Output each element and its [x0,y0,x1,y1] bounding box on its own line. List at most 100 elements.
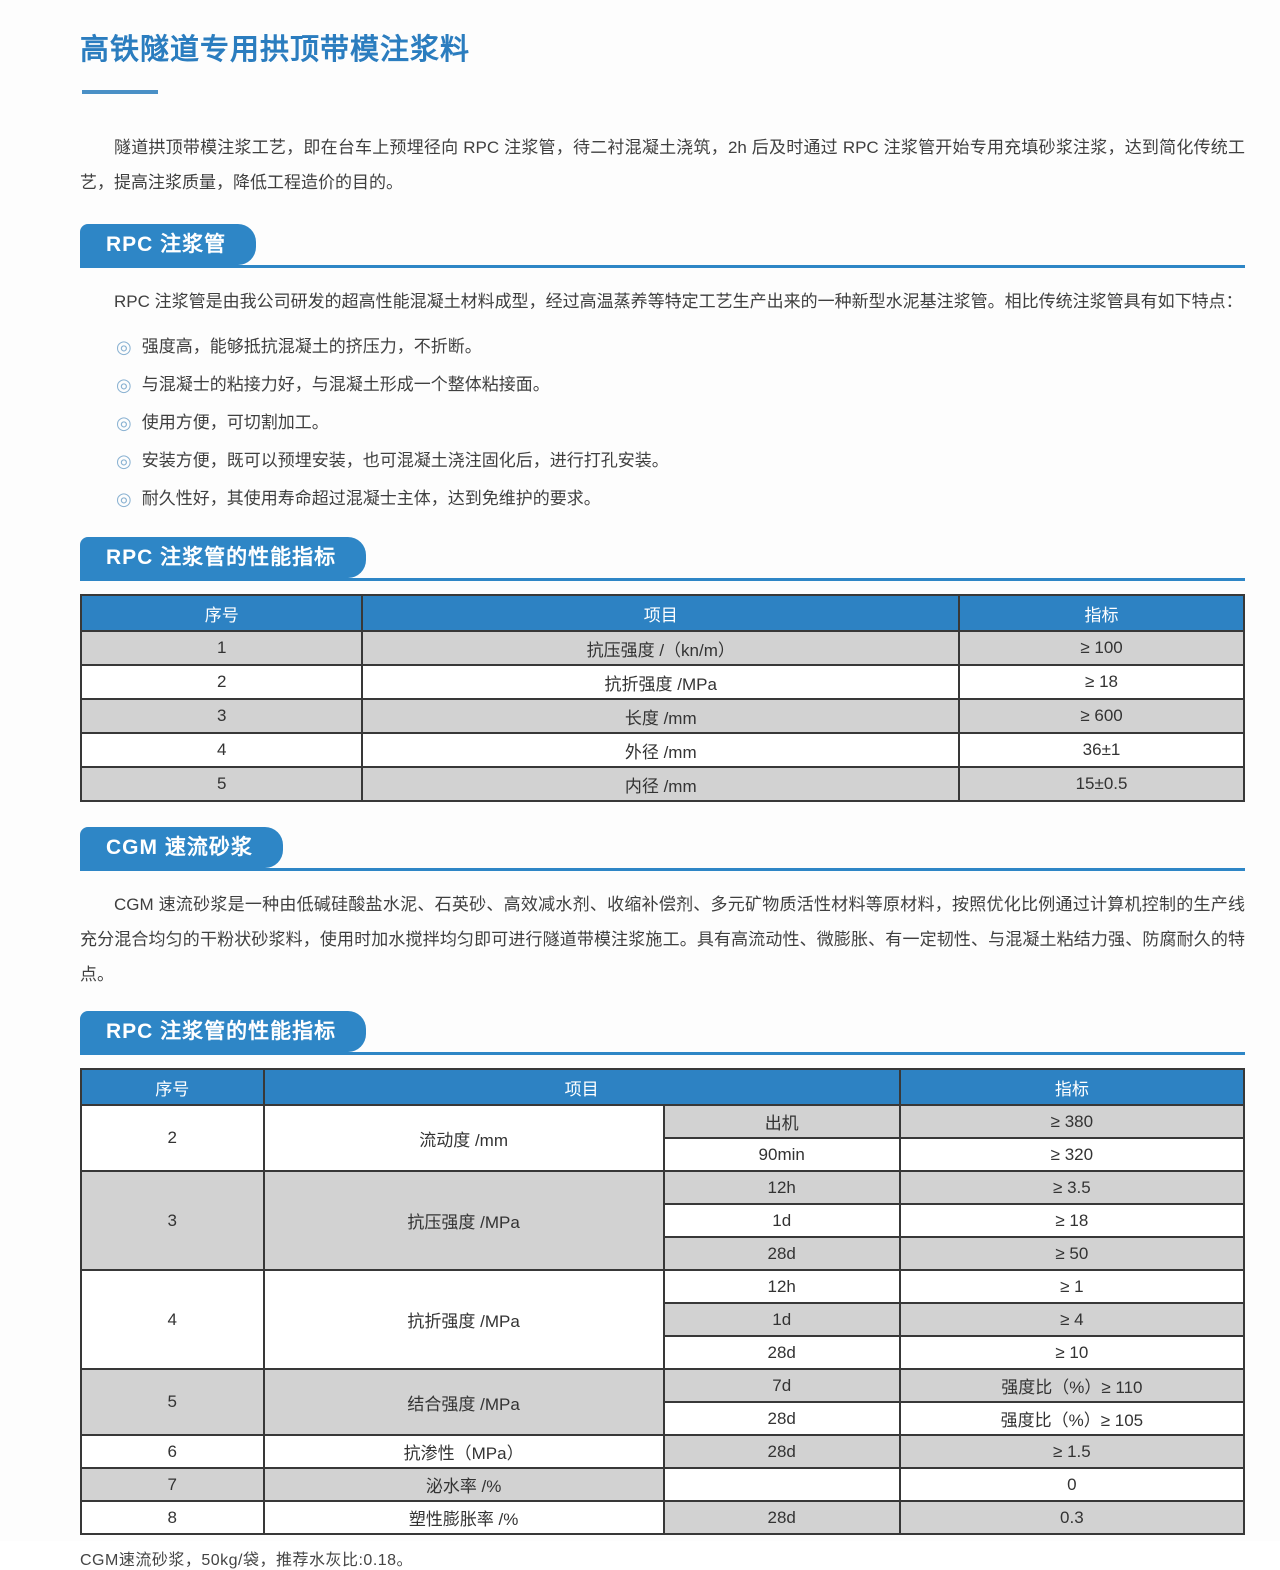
table-cell: 长度 /mm [361,698,961,734]
intro-paragraph: 隧道拱顶带模注浆工艺，即在台车上预埋径向 RPC 注浆管，待二衬混凝土浇筑，2h… [80,138,1245,192]
table-row: 7 泌水率 /% 0 [80,1467,1246,1502]
table-cell: ≥ 320 [898,1137,1246,1172]
table-cell: ≥ 100 [958,630,1245,666]
feature-text: 强度高，能够抵抗混凝土的挤压力，不折断。 [141,337,482,356]
table-row: 8 塑性膨胀率 /% 28d 0.3 [80,1500,1246,1535]
table-cell: 90min [662,1137,901,1172]
table-cell: 出机 [662,1104,901,1139]
table-header-cell: 序号 [79,594,364,632]
table-cell: 结合强度 /MPa [262,1368,665,1436]
table-cell: 2 [80,1104,265,1172]
table-cell: 4 [80,1269,265,1370]
table-row: 3 抗压强度 /MPa 12h ≥ 3.5 [80,1170,1246,1271]
section-header-rpc-pipe: RPC 注浆管 [80,224,1245,268]
table-cell: 28d [662,1401,901,1436]
table-row: 1d ≥ 18 [81,1203,1246,1238]
table-row: 4 抗折强度 /MPa 12h ≥ 1 [80,1269,1246,1370]
table-cell: 抗渗性（MPa） [262,1434,665,1469]
table-cell: 5 [79,766,364,802]
table-cell: 外径 /mm [361,732,961,768]
table-cell: 1 [79,630,364,666]
rpc-pipe-paragraph: RPC 注浆管是由我公司研发的超高性能混凝土材料成型，经过高温蒸养等特定工艺生产… [114,292,1243,311]
table-cell: ≥ 600 [958,698,1245,734]
table-cell: 28d [662,1236,901,1271]
table-row: 5 结合强度 /MPa 7d 强度比（%）≥ 110 [80,1368,1246,1436]
footnote: CGM速流砂浆，50kg/袋，推荐水灰比:0.18。 [80,1552,414,1569]
rpc-pipe-performance-table: 序号 项目 指标 1 抗压强度 /（kn/m） ≥ 100 2 抗折强度 /MPa ≥ 18 3 长… [79,594,1245,802]
table-row: 90min ≥ 320 [81,1137,1246,1172]
table-header-cell: 项目 [361,594,961,632]
table-cell: ≥ 10 [898,1335,1246,1370]
table-header-cell: 指标 [958,594,1245,632]
table-header-row: 序号 项目 指标 [79,594,1245,632]
cgm-mortar-performance-table: 序号 项目 指标 2 流动度 /mm 出机 ≥ 380 90min ≥ 320 3 抗压强度 /MP… [80,1068,1246,1535]
feature-list-item: ◎ 与混凝士的粘接力好，与混凝土形成一个整体粘接面。 [116,373,1245,397]
feature-list-item: ◎ 耐久性好，其使用寿命超过混凝士主体，达到免维护的要求。 [116,487,1245,511]
table-cell: 泌水率 /% [262,1467,665,1502]
table-cell: ≥ 18 [958,664,1245,700]
table-row: 1 抗压强度 /（kn/m） ≥ 100 [79,630,1245,666]
table-cell: 流动度 /mm [262,1104,665,1172]
table-cell: 7 [80,1467,265,1502]
table-cell: 1d [662,1302,901,1337]
section-badge: CGM 速流砂浆 [80,827,283,868]
table-row: 1d ≥ 4 [81,1302,1246,1337]
section-badge: RPC 注浆管 [80,224,257,265]
table-cell: 强度比（%）≥ 105 [898,1401,1246,1436]
table-row: 3 长度 /mm ≥ 600 [79,698,1245,734]
feature-list-item: ◎ 强度高，能够抵抗混凝土的挤压力，不折断。 [116,335,1245,359]
table-cell: 抗折强度 /MPa [262,1269,665,1370]
section-header-cgm-performance: RPC 注浆管的性能指标 [80,1011,1245,1055]
double-circle-bullet-icon: ◎ [116,451,132,471]
table-cell: 抗折强度 /MPa [361,664,961,700]
double-circle-bullet-icon: ◎ [116,413,132,433]
feature-text: 使用方便，可切割加工。 [141,413,329,432]
table-header-cell: 项目 [262,1068,901,1106]
table-cell: ≥ 380 [898,1104,1246,1139]
page-title: 高铁隧道专用拱顶带模注浆料 [80,34,471,66]
table-row: 28d ≥ 50 [81,1236,1246,1271]
feature-text: 与混凝士的粘接力好，与混凝土形成一个整体粘接面。 [141,375,550,394]
table-cell: 5 [80,1368,265,1436]
table-cell: 15±0.5 [958,766,1245,802]
feature-text: 安装方便，既可以预埋安装，也可混凝土浇注固化后，进行打孔安装。 [141,451,669,470]
table-cell: ≥ 1 [898,1269,1246,1304]
table-row: 5 内径 /mm 15±0.5 [79,766,1245,802]
table-cell: 塑性膨胀率 /% [262,1500,665,1535]
section-badge: RPC 注浆管的性能指标 [80,537,367,578]
table-cell: ≥ 1.5 [898,1434,1246,1469]
table-cell: 3 [79,698,364,734]
table-row: 28d 强度比（%）≥ 105 [81,1401,1246,1436]
feature-list-item: ◎ 安装方便，既可以预埋安装，也可混凝土浇注固化后，进行打孔安装。 [116,449,1245,473]
table-cell: 强度比（%）≥ 110 [898,1368,1246,1403]
table-cell: 抗压强度 /（kn/m） [361,630,961,666]
table-header-cell: 序号 [80,1068,265,1106]
table-cell: 28d [662,1500,901,1535]
table-header-cell: 指标 [898,1068,1246,1106]
table-cell: 抗压强度 /MPa [262,1170,665,1271]
table-row: 2 流动度 /mm 出机 ≥ 380 [80,1104,1246,1172]
title-underline [82,90,158,94]
section-header-cgm: CGM 速流砂浆 [80,827,1245,871]
table-cell: 28d [662,1434,901,1469]
table-header-row: 序号 项目 指标 [80,1068,1246,1106]
table-cell: 2 [79,664,364,700]
table-cell: 4 [79,732,364,768]
table-row: 4 外径 /mm 36±1 [79,732,1245,768]
table-cell: 6 [80,1434,265,1469]
feature-text: 耐久性好，其使用寿命超过混凝士主体，达到免维护的要求。 [141,489,601,508]
table-cell: ≥ 3.5 [898,1170,1246,1205]
double-circle-bullet-icon: ◎ [116,375,132,395]
table-row: 6 抗渗性（MPa） 28d ≥ 1.5 [80,1434,1246,1469]
table-cell: 0.3 [898,1500,1246,1535]
cgm-paragraph: CGM 速流砂浆是一种由低碱硅酸盐水泥、石英砂、高效减水剂、收缩补偿剂、多元矿物… [80,895,1245,984]
table-cell: 7d [662,1368,901,1403]
table-cell: 3 [80,1170,265,1271]
section-header-rpc-performance: RPC 注浆管的性能指标 [80,537,1245,581]
table-cell: ≥ 4 [898,1302,1246,1337]
table-cell: 12h [662,1269,901,1304]
table-cell: 内径 /mm [361,766,961,802]
table-cell: ≥ 50 [898,1236,1246,1271]
